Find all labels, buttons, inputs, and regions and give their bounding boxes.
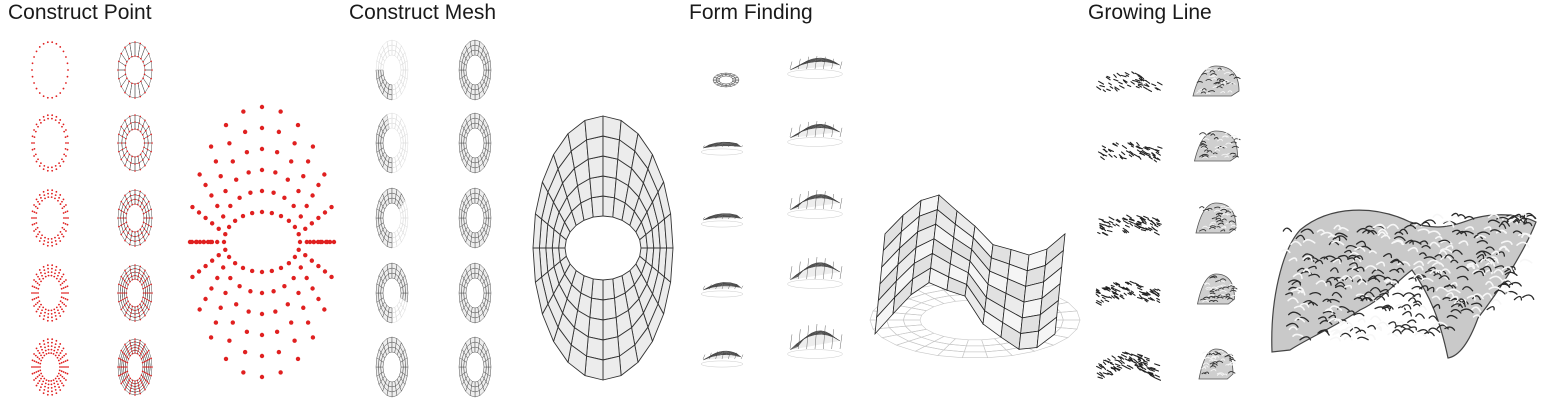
growth-points-small: [1097, 214, 1162, 236]
growth-form-small: [1195, 202, 1238, 234]
growth-form-small: [1197, 273, 1238, 305]
form-arch-large: [869, 194, 1081, 359]
form-arch-small: [787, 55, 843, 79]
point-field-large: [187, 104, 337, 380]
point-mesh-small: [117, 114, 153, 172]
form-shell-small: [700, 141, 744, 156]
point-mesh-small: [117, 338, 153, 396]
point-grid-small: [31, 264, 69, 322]
point-grid-small: [31, 338, 69, 396]
title-growing-line: Growing Line: [1088, 1, 1212, 24]
mesh-partial-small: [375, 112, 409, 174]
mesh-full-small: [458, 336, 492, 398]
form-arch-small: [787, 120, 843, 147]
form-shell-small: [712, 72, 740, 88]
form-arch-small: [787, 323, 843, 359]
mesh-full-small: [458, 39, 492, 101]
form-shell-small: [700, 282, 744, 298]
mesh-partial-small: [375, 39, 409, 101]
growth-points-small: [1096, 351, 1162, 381]
growth-form-small: [1192, 65, 1241, 97]
mesh-partial-small: [375, 262, 409, 324]
title-construct-mesh: Construct Mesh: [349, 1, 497, 24]
growth-points-small: [1095, 280, 1161, 306]
point-grid-small: [31, 189, 69, 247]
form-arch-small: [787, 189, 843, 219]
point-mesh-small: [117, 264, 153, 322]
point-mesh-small: [117, 41, 153, 99]
mesh-large: [532, 115, 674, 381]
growth-points-small: [1096, 71, 1163, 93]
form-shell-small: [700, 350, 744, 368]
growth-form-small: [1198, 348, 1237, 380]
point-mesh-small: [117, 189, 153, 247]
title-construct-point: Construct Point: [8, 1, 152, 24]
growth-points-small: [1097, 141, 1163, 163]
form-shell-small: [700, 213, 744, 228]
growth-form-small: [1193, 130, 1241, 162]
point-grid-small: [31, 41, 69, 99]
mesh-full-small: [458, 262, 492, 324]
mesh-full-small: [458, 112, 492, 174]
growth-arch-large: [1271, 209, 1537, 359]
form-arch-small: [787, 256, 843, 289]
title-form-finding: Form Finding: [689, 1, 813, 24]
mesh-partial-small: [375, 187, 409, 249]
point-grid-small: [31, 114, 69, 172]
mesh-full-small: [458, 187, 492, 249]
mesh-partial-small: [375, 336, 409, 398]
